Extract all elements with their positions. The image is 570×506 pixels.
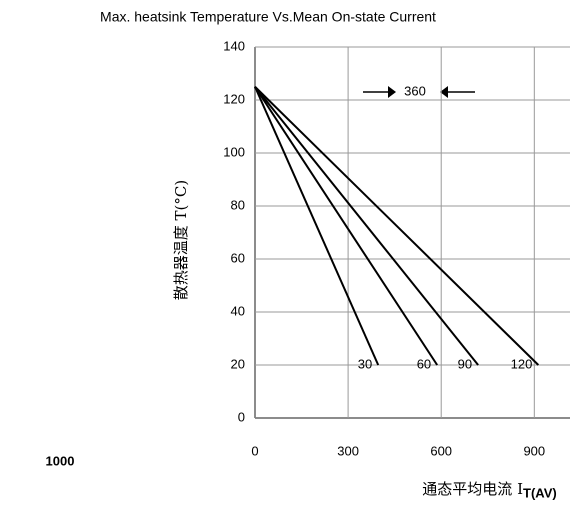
series-label: 30: [358, 356, 372, 371]
series-label: 120: [511, 356, 533, 371]
y-tick-label: 20: [231, 356, 245, 371]
line: [254, 86, 479, 366]
x-tick-label: 600: [430, 443, 452, 458]
x-tick-label: 900: [523, 443, 545, 458]
line: [254, 86, 439, 366]
annotation: 1000: [46, 453, 75, 468]
arrow-head: [440, 86, 448, 98]
x-axis-label-sub: T(AV): [523, 485, 557, 500]
y-axis-label: 散热器温度 T(°C): [172, 180, 190, 300]
x-axis-label: 通态平均电流 I: [422, 480, 523, 498]
x-tick-label: 0: [251, 443, 258, 458]
y-tick-label: 120: [223, 91, 245, 106]
line: [254, 86, 540, 366]
arrow-head: [388, 86, 396, 98]
series-label: 60: [417, 356, 431, 371]
y-tick-label: 140: [223, 38, 245, 53]
annotation: 360: [404, 83, 426, 98]
x-tick-label: 300: [337, 443, 359, 458]
y-tick-label: 60: [231, 250, 245, 265]
y-tick-label: 40: [231, 303, 245, 318]
y-tick-label: 80: [231, 197, 245, 212]
line: [254, 86, 380, 366]
y-tick-label: 0: [238, 409, 245, 424]
chart-title: Max. heatsink Temperature Vs.Mean On-sta…: [100, 9, 436, 25]
series-label: 90: [458, 356, 472, 371]
y-tick-label: 100: [223, 144, 245, 159]
